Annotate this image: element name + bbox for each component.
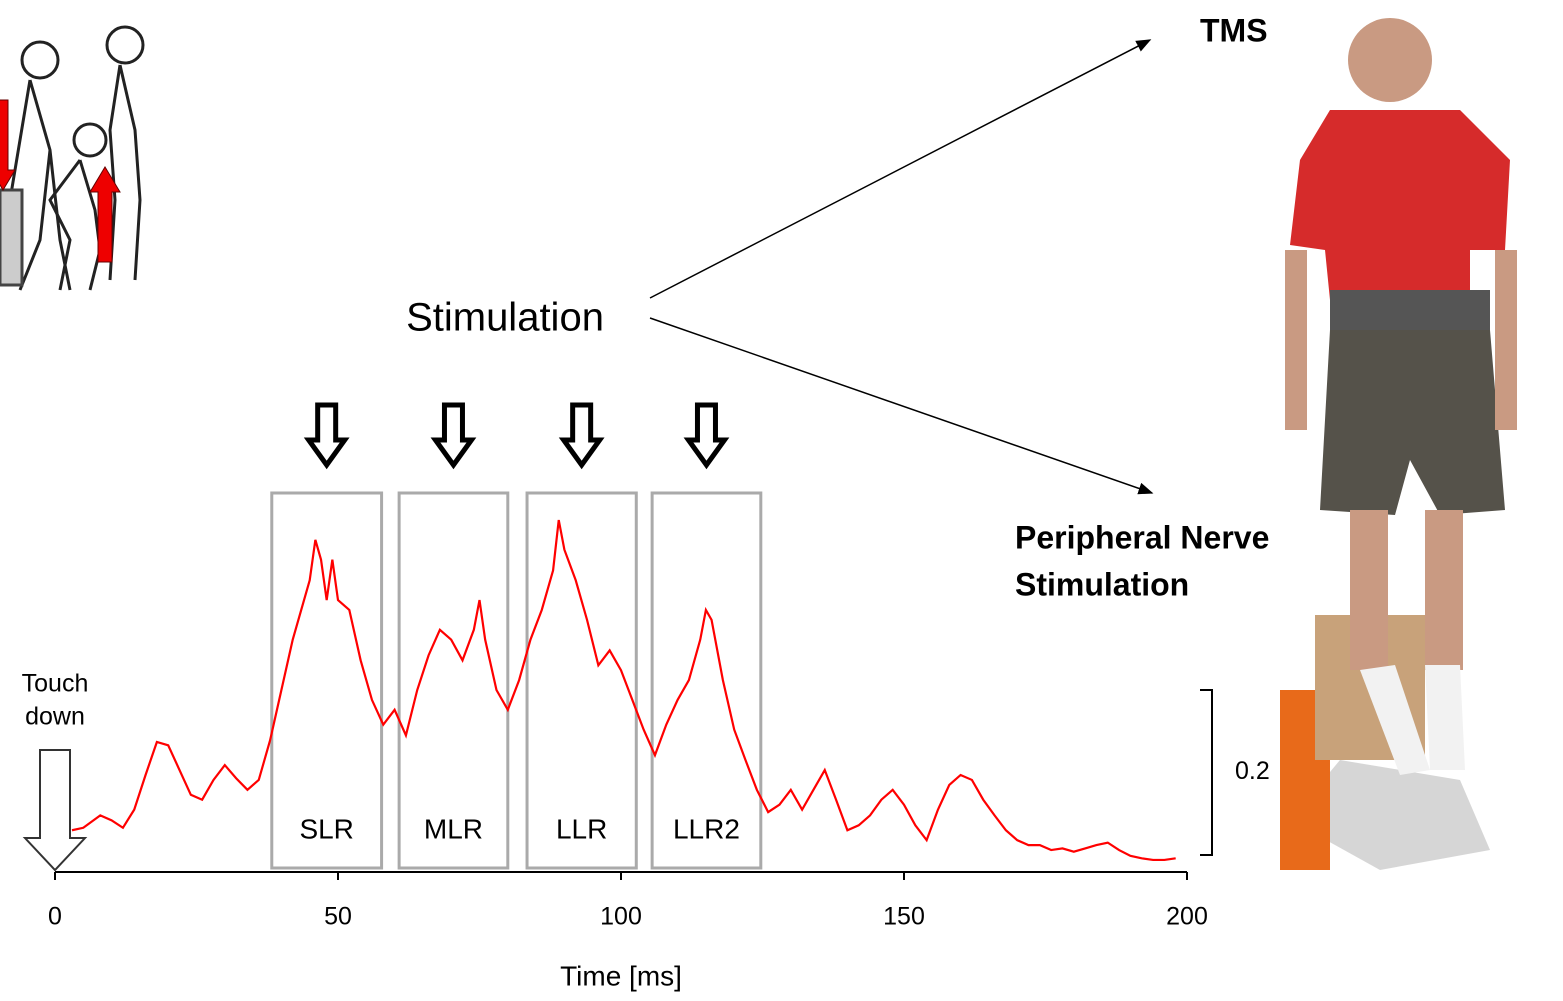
jump-sketch [0, 25, 145, 291]
reflex-window [397, 491, 510, 870]
stimulation-arrow [558, 402, 605, 470]
touch-down-label: down [25, 703, 85, 731]
x-axis-label: Time [ms] [560, 960, 682, 991]
touch-down-label: Touch [22, 670, 89, 698]
reflex-window [650, 491, 763, 870]
tms-label: TMS [1200, 12, 1268, 48]
x-tick-label: 100 [600, 903, 642, 931]
window-label: LLR2 [673, 813, 740, 844]
x-tick-label: 150 [883, 903, 925, 931]
reflex-window [525, 491, 638, 870]
pointer-pns [649, 317, 1154, 495]
x-tick-label: 200 [1166, 903, 1208, 931]
window-label: SLR [299, 813, 353, 844]
x-tick-label: 50 [324, 903, 352, 931]
stimulation-arrow [430, 402, 477, 470]
window-label: LLR [556, 813, 607, 844]
subject-photo [1280, 18, 1517, 870]
x-tick-label: 0 [48, 903, 62, 931]
window-label: MLR [424, 813, 483, 844]
stimulation-arrow [303, 402, 350, 470]
red-arrows [0, 99, 121, 263]
scale-bar [1200, 689, 1213, 856]
reflex-window [270, 491, 384, 870]
stimulation-arrow [683, 402, 730, 470]
stimulation-label: Stimulation [406, 296, 604, 340]
pns-label: Peripheral Nerve [1015, 519, 1269, 555]
emg-trace [71, 519, 1176, 862]
pointer-tms [649, 39, 1152, 299]
pns-label: Stimulation [1015, 566, 1189, 602]
scale-bar-label: 0.2 [1235, 757, 1270, 785]
touch-down-arrow [22, 749, 88, 872]
